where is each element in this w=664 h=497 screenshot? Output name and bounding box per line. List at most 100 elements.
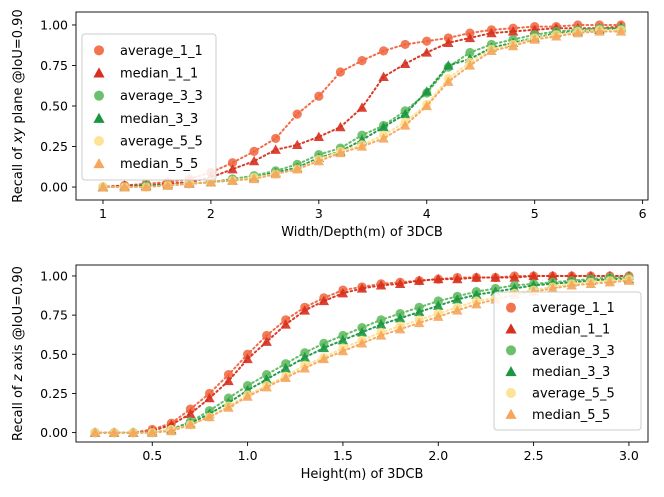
legend-marker [505, 323, 517, 334]
legend-marker [93, 112, 105, 123]
data-point [421, 100, 432, 111]
y-tick-label: 0.25 [40, 386, 68, 401]
data-point [464, 32, 476, 43]
data-point [270, 144, 281, 154]
data-point [471, 298, 482, 309]
data-point [337, 287, 349, 298]
legend-label: average_3_3 [532, 344, 615, 359]
series-line [94, 276, 630, 434]
data-point [375, 319, 387, 329]
data-point [313, 155, 325, 166]
data-point [166, 425, 177, 436]
data-point [280, 319, 291, 329]
data-point [356, 141, 368, 151]
data-point [509, 272, 520, 282]
data-point [394, 278, 406, 288]
series-median_5_5 [97, 26, 627, 192]
legend-marker [94, 45, 104, 56]
data-point [529, 34, 540, 44]
data-point [394, 324, 406, 334]
data-point [594, 26, 605, 36]
data-point [414, 275, 425, 285]
subplot-1: 1 2 3 4 5 6 0.00 0.25 0.50 0.75 1.00 Width/Depth(m)… [11, 9, 649, 240]
legend-box [81, 33, 217, 181]
legend-label: median_1_1 [532, 323, 610, 338]
plot-frame [75, 264, 649, 443]
y-tick-label: 0.75 [40, 58, 68, 73]
data-point [280, 363, 291, 373]
data-point [89, 427, 101, 437]
data-point [185, 408, 196, 418]
x-tick-label: 4 [423, 206, 431, 221]
x-tick-label: 5 [531, 206, 539, 221]
data-point [452, 273, 463, 284]
data-point [375, 280, 387, 290]
data-point [486, 45, 497, 56]
data-point [119, 181, 130, 192]
legend-marker [93, 158, 105, 169]
data-point [507, 26, 519, 36]
data-point [490, 272, 501, 282]
data-point [356, 338, 368, 348]
data-point [433, 273, 444, 284]
data-point [292, 164, 303, 174]
data-point [421, 47, 432, 57]
data-point [547, 283, 558, 293]
x-tick-label: 2.0 [428, 448, 448, 463]
data-point [465, 47, 475, 58]
x-tick-label: 1.0 [238, 448, 258, 463]
data-point [204, 411, 215, 422]
data-point [399, 58, 411, 69]
data-point [443, 76, 454, 86]
data-point [248, 155, 260, 166]
data-point [205, 176, 217, 187]
data-point [318, 295, 330, 306]
data-point [299, 305, 310, 315]
data-point [185, 419, 196, 429]
data-point [270, 168, 281, 179]
data-point [471, 272, 482, 282]
data-point [414, 306, 425, 317]
y-axis-label: Recall of xy plane @IoU=0.90 [11, 9, 26, 202]
data-point [356, 283, 368, 293]
y-tick-label: 0.25 [40, 139, 68, 154]
data-point [443, 60, 454, 70]
data-point [261, 374, 272, 384]
data-point [507, 40, 519, 51]
data-point [223, 375, 234, 386]
series-median_5_5 [89, 275, 635, 437]
y-tick-label: 0.00 [40, 425, 68, 440]
data-point [433, 311, 444, 321]
data-point [147, 427, 158, 437]
data-point [585, 278, 596, 288]
x-axis-label: Height(m) of 3DCB [301, 467, 424, 482]
data-point [292, 139, 303, 150]
legend: average_1_1 median_1_1 average_3_3 median_3… [493, 291, 642, 431]
data-point [262, 330, 272, 341]
legend-marker [93, 67, 105, 78]
y-tick-label: 1.00 [40, 268, 68, 283]
y-tick-label: 0.50 [40, 347, 68, 362]
legend-label: median_5_5 [532, 408, 610, 423]
data-point [433, 300, 444, 310]
data-point [464, 60, 476, 70]
data-point [615, 26, 627, 36]
x-tick-label: 0.5 [142, 448, 162, 463]
legend-marker [506, 345, 516, 356]
data-point [378, 46, 389, 56]
data-point [394, 313, 406, 323]
data-point [280, 372, 291, 382]
y-tick-label: 1.00 [40, 17, 68, 32]
data-point [313, 131, 325, 141]
data-point [378, 71, 389, 81]
data-point [551, 31, 562, 41]
x-tick-label: 3 [315, 206, 323, 221]
x-tick-label: 1.5 [333, 448, 353, 463]
data-point [399, 108, 411, 119]
data-point [356, 102, 368, 112]
data-point [271, 133, 281, 144]
data-point [566, 280, 577, 290]
subplot-2: 0.5 1.0 1.5 2.0 2.5 3.0 0.00 0.25 0.50 0.75 1.00 He… [11, 264, 649, 482]
data-point [227, 175, 238, 185]
